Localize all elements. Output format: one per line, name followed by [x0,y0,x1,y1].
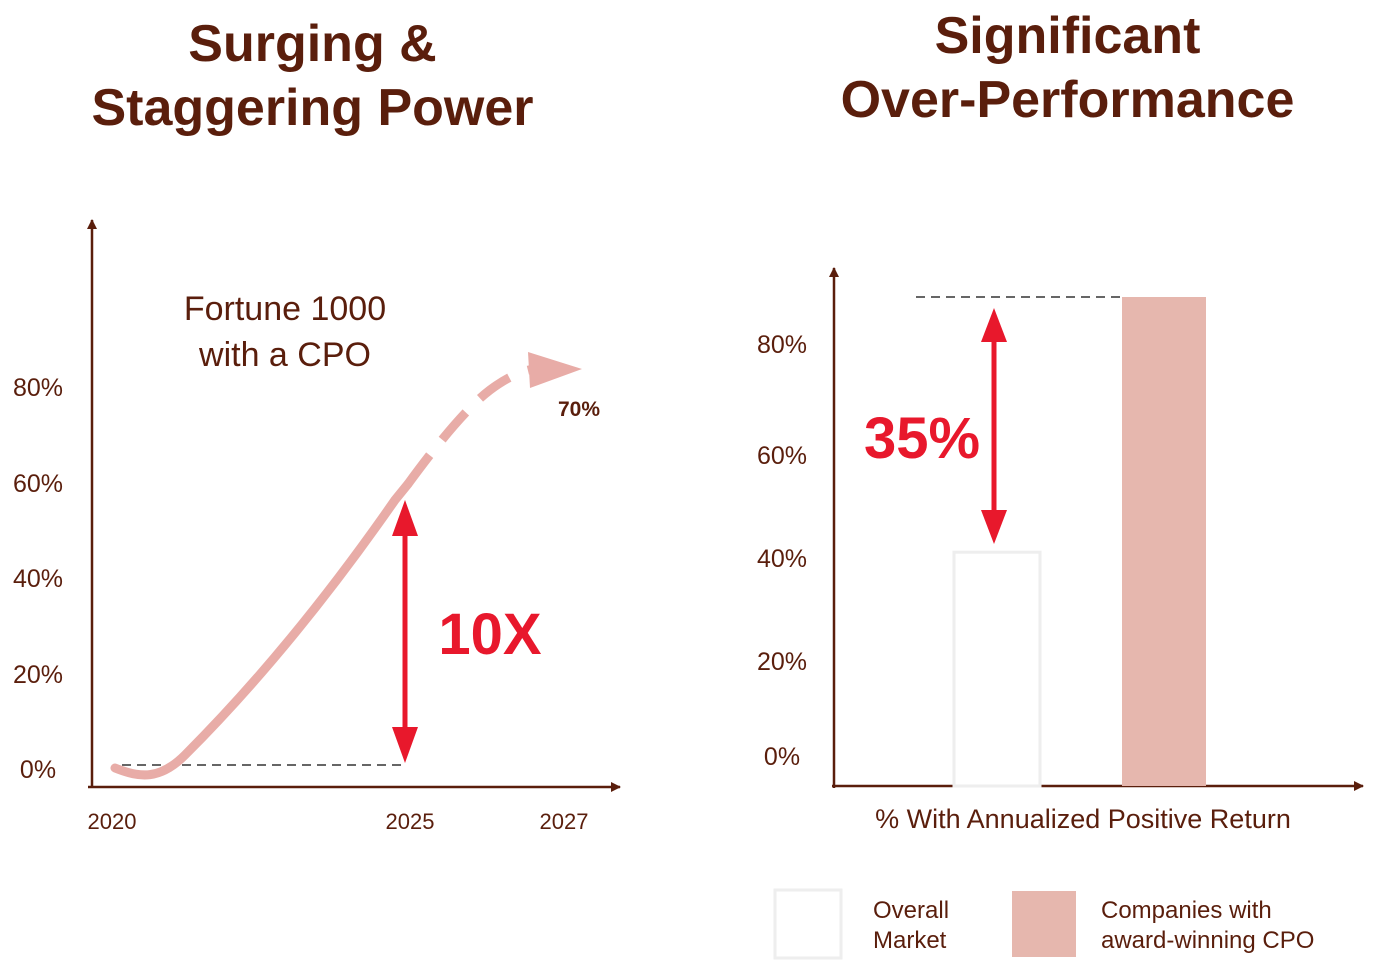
bar-companies-with-cpo [1122,297,1206,786]
line-chart: 0% 20% 40% 60% 80% 2020 2025 2027 Fortun… [13,219,621,834]
right-y-tick: 40% [757,545,807,573]
left-title-line-1: Surging & [188,15,437,73]
left-y-tick-labels: 0% 20% 40% 60% 80% [13,374,63,784]
line-annotation-line-1: Fortune 1000 [184,290,386,328]
legend-swatch-cpo [1012,891,1076,957]
left-y-tick: 40% [13,565,63,593]
legend-label-market-line-1: Overall [873,897,949,924]
legend-swatch-market [773,888,843,960]
growth-arrow-head-down [392,727,418,763]
line-annotation-line-2: with a CPO [198,336,371,374]
bar-overall-market [952,550,1042,788]
growth-arrow-head-up [392,500,418,536]
gap-arrow-head-down [981,510,1007,544]
right-y-tick-labels: 0% 20% 40% 60% 80% [757,331,807,771]
right-title-line-2: Over-Performance [840,71,1295,129]
right-chart-title: Significant Over-Performance [780,4,1355,132]
legend-label-cpo-line-1: Companies with [1101,897,1272,924]
left-y-tick: 60% [13,470,63,498]
gap-callout: 35% [864,406,980,471]
left-y-tick: 80% [13,374,63,402]
x-axis-label: % With Annualized Positive Return [875,804,1291,834]
left-chart-title: Surging & Staggering Power [40,12,585,140]
legend: Overall Market Companies with award-winn… [773,888,1314,960]
left-x-tick-labels: 2020 2025 2027 [88,809,589,834]
projection-end-label: 70% [558,398,600,421]
gap-arrow-head-up [981,308,1007,342]
right-y-tick: 60% [757,442,807,470]
left-y-tick: 20% [13,661,63,689]
projection-arrowhead [528,352,582,388]
legend-label-market-line-2: Market [873,927,947,954]
right-title-line-1: Significant [934,7,1201,65]
legend-label-cpo-line-2: award-winning CPO [1101,927,1314,954]
left-x-tick: 2020 [88,809,137,834]
series-line-actual [110,479,413,780]
right-y-tick: 80% [757,331,807,359]
left-x-tick: 2025 [386,809,435,834]
right-y-tick: 0% [764,743,800,771]
series-line-projected [404,364,536,487]
left-y-tick: 0% [20,756,56,784]
growth-callout: 10X [438,602,542,667]
right-y-tick: 20% [757,648,807,676]
left-x-tick: 2027 [540,809,589,834]
left-title-line-2: Staggering Power [91,79,534,137]
bar-chart: 0% 20% 40% 60% 80% 35% % With Annualized… [757,267,1364,960]
